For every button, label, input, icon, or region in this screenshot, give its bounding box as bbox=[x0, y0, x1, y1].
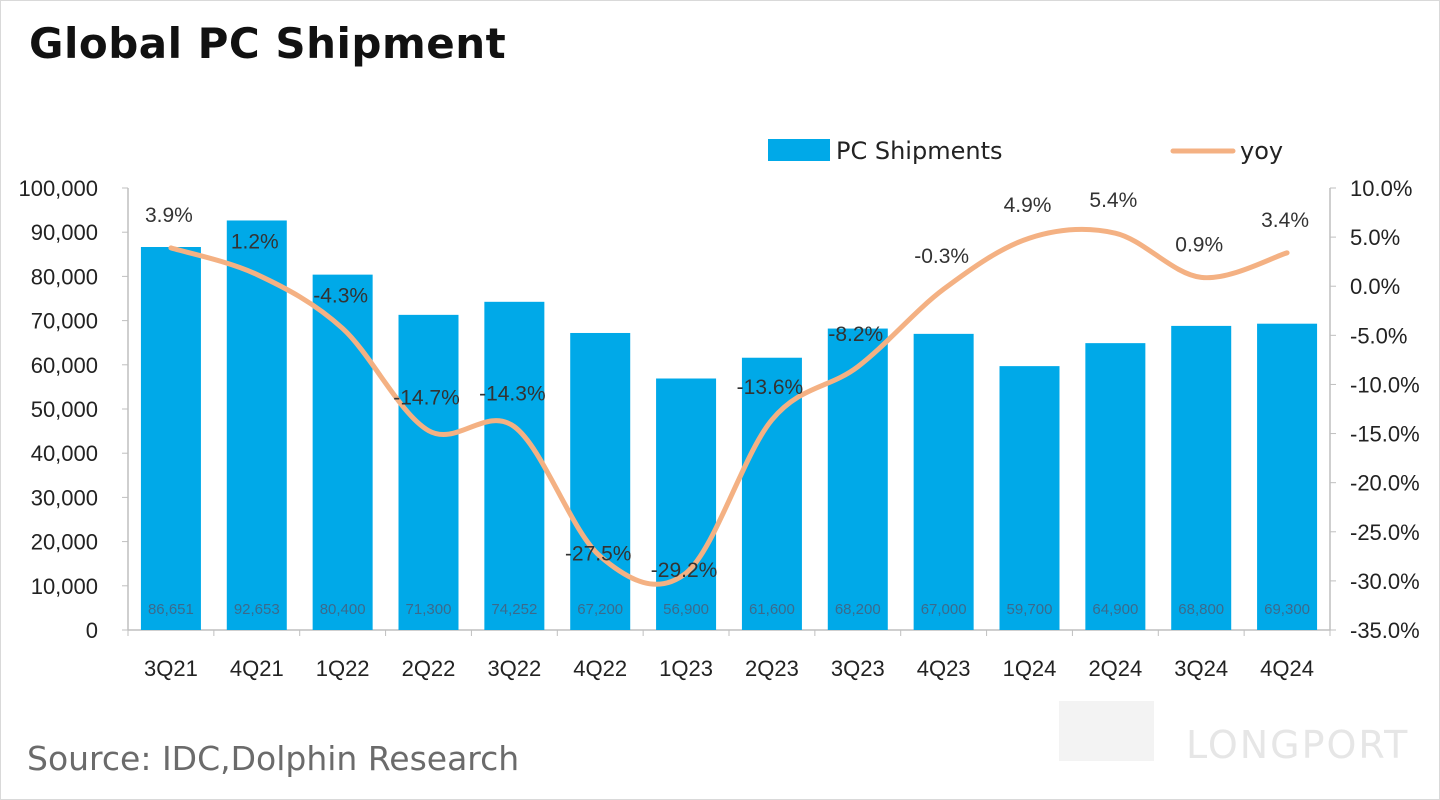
yoy-data-label: 4.9% bbox=[1004, 194, 1052, 217]
x-tick-label: 3Q23 bbox=[831, 656, 885, 681]
y-tick-label: 90,000 bbox=[31, 220, 98, 245]
x-tick-label: 4Q24 bbox=[1260, 656, 1314, 681]
yoy-data-label: 0.9% bbox=[1175, 233, 1223, 256]
bar-2Q24 bbox=[1085, 343, 1146, 630]
bar-1Q24 bbox=[999, 366, 1060, 630]
bar-value-label: 68,200 bbox=[835, 601, 881, 618]
y2-tick-label: 10.0% bbox=[1350, 176, 1412, 201]
bar-3Q23 bbox=[827, 328, 888, 630]
yoy-data-label: 5.4% bbox=[1089, 189, 1137, 212]
y2-tick-label: -10.0% bbox=[1350, 372, 1420, 397]
watermark-text: LONGPORT bbox=[1186, 723, 1410, 767]
x-tick-label: 4Q23 bbox=[917, 656, 971, 681]
yoy-data-label: -14.7% bbox=[393, 387, 460, 410]
y-tick-label: 40,000 bbox=[31, 441, 98, 466]
legend-swatch-pc-shipments bbox=[768, 139, 830, 161]
y2-tick-label: -5.0% bbox=[1350, 323, 1407, 348]
yoy-data-label: -8.2% bbox=[828, 323, 883, 346]
yoy-data-label: -27.5% bbox=[565, 542, 632, 565]
x-tick-label: 4Q22 bbox=[573, 656, 627, 681]
y-tick-label: 20,000 bbox=[31, 530, 98, 555]
yoy-data-label: -14.3% bbox=[479, 383, 546, 406]
legend-label-yoy: yoy bbox=[1240, 137, 1283, 165]
x-tick-label: 2Q23 bbox=[745, 656, 799, 681]
y-tick-label: 70,000 bbox=[31, 309, 98, 334]
legend-label-pc-shipments: PC Shipments bbox=[836, 137, 1002, 165]
y2-tick-label: 5.0% bbox=[1350, 225, 1400, 250]
watermark-logo-mark bbox=[1059, 701, 1154, 761]
bar-1Q22 bbox=[312, 274, 373, 630]
bar-3Q21 bbox=[140, 247, 201, 631]
x-tick-label: 1Q24 bbox=[1003, 656, 1057, 681]
bar-value-label: 74,252 bbox=[491, 601, 537, 618]
yoy-data-label: 1.2% bbox=[231, 230, 279, 253]
y-tick-label: 30,000 bbox=[31, 485, 98, 510]
bar-value-label: 67,000 bbox=[921, 601, 967, 618]
yoy-data-label: 3.4% bbox=[1261, 209, 1309, 232]
yoy-data-label: -13.6% bbox=[737, 376, 804, 399]
x-tick-label: 3Q22 bbox=[487, 656, 541, 681]
y-tick-label: 80,000 bbox=[31, 264, 98, 289]
bar-2Q22 bbox=[398, 314, 459, 630]
bar-value-label: 64,900 bbox=[1092, 601, 1138, 618]
bar-value-label: 68,800 bbox=[1178, 601, 1224, 618]
bar-4Q24 bbox=[1257, 323, 1318, 630]
x-tick-label: 2Q24 bbox=[1088, 656, 1142, 681]
bar-value-label: 67,200 bbox=[577, 601, 623, 618]
y-tick-label: 50,000 bbox=[31, 397, 98, 422]
x-tick-label: 2Q22 bbox=[402, 656, 456, 681]
bar-value-label: 71,300 bbox=[406, 601, 452, 618]
y-tick-label: 100,000 bbox=[18, 176, 98, 201]
x-tick-label: 3Q24 bbox=[1174, 656, 1228, 681]
yoy-data-label: -29.2% bbox=[651, 559, 718, 582]
yoy-data-label: 3.9% bbox=[145, 204, 193, 227]
y-tick-label: 10,000 bbox=[31, 574, 98, 599]
x-tick-label: 3Q21 bbox=[144, 656, 198, 681]
source-note: Source: IDC,Dolphin Research bbox=[27, 739, 520, 778]
bar-4Q23 bbox=[913, 333, 974, 630]
bar-value-label: 56,900 bbox=[663, 601, 709, 618]
bar-value-label: 69,300 bbox=[1264, 601, 1310, 618]
bar-4Q22 bbox=[570, 332, 631, 630]
bar-value-label: 86,651 bbox=[148, 601, 194, 618]
y-tick-label: 0 bbox=[86, 618, 98, 643]
bar-1Q23 bbox=[656, 378, 717, 630]
x-tick-label: 1Q22 bbox=[316, 656, 370, 681]
chart-title: Global PC Shipment bbox=[29, 19, 507, 68]
x-tick-label: 4Q21 bbox=[230, 656, 284, 681]
y2-tick-label: -25.0% bbox=[1350, 520, 1420, 545]
bar-3Q22 bbox=[484, 301, 545, 630]
bar-value-label: 92,653 bbox=[234, 601, 280, 618]
yoy-data-label: -0.3% bbox=[914, 245, 969, 268]
yoy-data-label: -4.3% bbox=[313, 284, 368, 307]
bar-4Q21 bbox=[226, 220, 287, 630]
bar-3Q24 bbox=[1171, 325, 1232, 630]
yoy-line bbox=[168, 226, 1290, 587]
y2-tick-label: -35.0% bbox=[1350, 618, 1420, 643]
y-tick-label: 60,000 bbox=[31, 353, 98, 378]
y2-tick-label: -15.0% bbox=[1350, 422, 1420, 447]
x-tick-label: 1Q23 bbox=[659, 656, 713, 681]
y2-tick-label: -30.0% bbox=[1350, 569, 1420, 594]
bar-value-label: 61,600 bbox=[749, 601, 795, 618]
y2-tick-label: -20.0% bbox=[1350, 471, 1420, 496]
bar-value-label: 80,400 bbox=[320, 601, 366, 618]
y2-tick-label: 0.0% bbox=[1350, 274, 1400, 299]
bar-value-label: 59,700 bbox=[1007, 601, 1053, 618]
